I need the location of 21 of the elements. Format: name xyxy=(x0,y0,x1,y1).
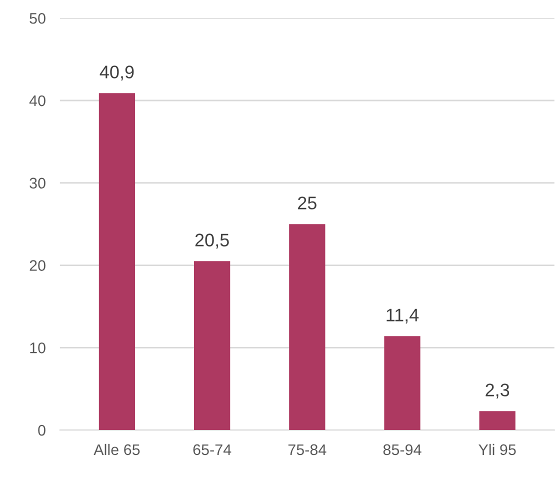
x-tick-label: 85-94 xyxy=(383,444,422,456)
data-label: 11,4 xyxy=(386,308,419,324)
y-tick-label: 10 xyxy=(30,342,46,354)
y-tick-label: 0 xyxy=(38,424,46,436)
x-tick-label: Yli 95 xyxy=(478,444,516,456)
y-tick-label: 40 xyxy=(29,95,46,106)
bar xyxy=(289,224,326,430)
data-label: 20,5 xyxy=(195,234,229,249)
bar xyxy=(98,93,136,430)
x-tick-label: 75-84 xyxy=(288,444,326,456)
y-tick-label: 20 xyxy=(30,260,46,271)
bar xyxy=(194,261,230,430)
y-tick-label: 30 xyxy=(30,178,46,189)
data-label: 2,3 xyxy=(486,384,510,399)
data-label: 25 xyxy=(298,196,316,210)
bar xyxy=(479,411,516,430)
y-tick-label: 50 xyxy=(30,12,46,24)
x-tick-label: Alle 65 xyxy=(94,444,140,456)
bar xyxy=(384,336,420,430)
data-label: 40,9 xyxy=(100,66,134,81)
x-tick-label: 65-74 xyxy=(193,444,232,456)
